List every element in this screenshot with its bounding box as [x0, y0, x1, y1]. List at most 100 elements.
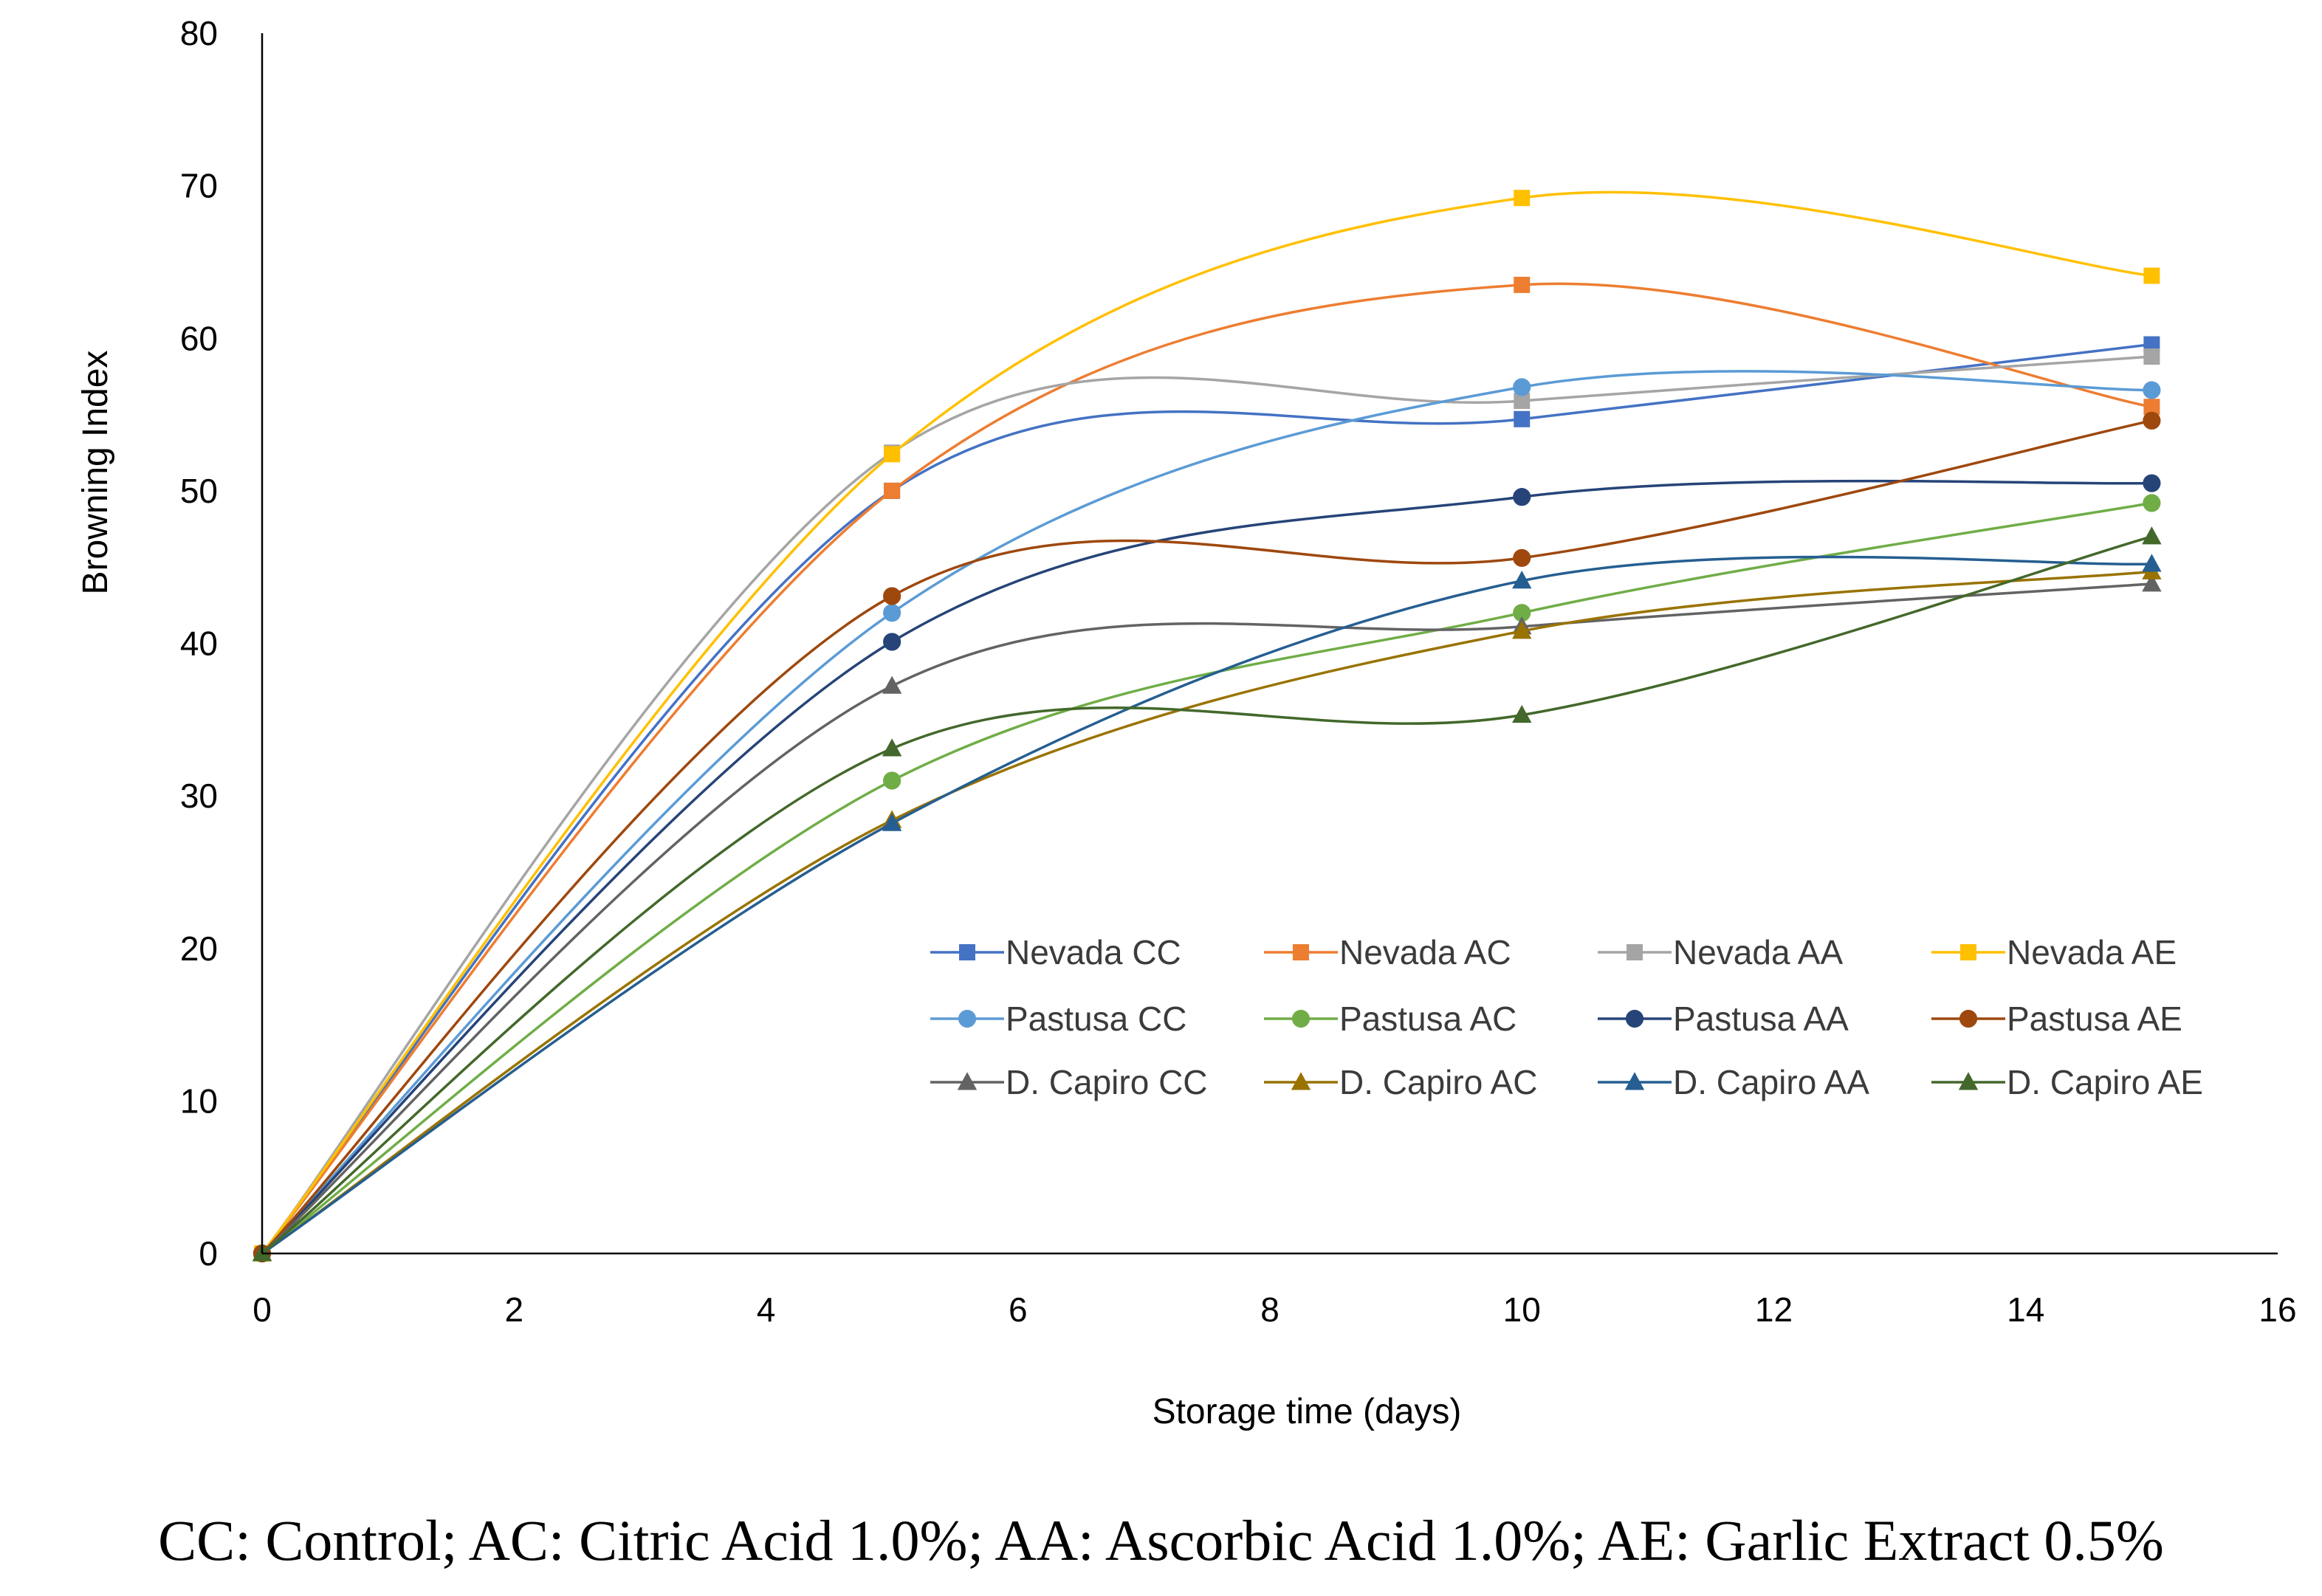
series-nevada-cc [254, 336, 2160, 1262]
series-line-d-capiro-ac [261, 570, 2152, 1255]
data-point [2143, 474, 2161, 492]
data-point [2143, 411, 2161, 430]
y-tick-label: 70 [180, 167, 218, 205]
legend-item-pastusa-ae: Pastusa AE [1931, 1000, 2182, 1038]
series-d-capiro-ac [252, 561, 2162, 1262]
data-point [2143, 494, 2161, 512]
data-point [884, 482, 901, 499]
data-point [1514, 276, 1531, 293]
legend-marker [1291, 1009, 1311, 1028]
x-tick-label: 14 [2007, 1290, 2044, 1329]
legend-item-nevada-cc: Nevada CC [930, 933, 1181, 971]
x-tick-label: 8 [1260, 1290, 1279, 1329]
data-point [2143, 348, 2160, 365]
legend-label: D. Capiro AA [1673, 1063, 1869, 1101]
legend-marker [1959, 1009, 1978, 1028]
legend-marker [959, 944, 975, 960]
data-point [1514, 190, 1531, 207]
y-tick-label: 30 [180, 777, 218, 815]
series-d-capiro-aa [252, 554, 2162, 1262]
axes-layer [261, 33, 2278, 1255]
data-point [2142, 526, 2162, 545]
ticks-layer: 0 2 4 6 8 10 12 14 16 0 10 20 30 40 50 60 70 80 [180, 14, 2297, 1329]
x-tick-label: 10 [1503, 1290, 1541, 1329]
data-point [2142, 554, 2162, 572]
series-line-d-capiro-cc [261, 582, 2152, 1255]
data-point [883, 587, 901, 605]
data-point [883, 771, 901, 790]
legend-item-d-capiro-ae: D. Capiro AE [1931, 1063, 2203, 1101]
data-point [1513, 378, 1531, 396]
data-point [882, 813, 902, 831]
data-point [1513, 604, 1531, 622]
legend-marker [1291, 1072, 1311, 1090]
series-d-capiro-ae [252, 526, 2162, 1262]
data-point [883, 604, 901, 622]
y-tick-label: 10 [180, 1081, 218, 1120]
legend-label: Nevada CC [1006, 933, 1181, 971]
y-tick-label: 80 [180, 14, 218, 52]
data-point [882, 675, 902, 694]
data-point [2143, 381, 2161, 399]
data-point [2143, 399, 2160, 416]
y-tick-label: 20 [180, 929, 218, 968]
figure-caption: CC: Control; AC: Citric Acid 1.0%; AA: A… [158, 1508, 2164, 1572]
legend-item-pastusa-ac: Pastusa AC [1264, 1000, 1516, 1038]
legend-label: Pastusa CC [1006, 1000, 1186, 1038]
data-point [1514, 410, 1531, 427]
data-point [1512, 704, 1532, 723]
y-tick-label: 60 [180, 319, 218, 357]
data-point [1513, 548, 1531, 567]
series-line-d-capiro-aa [261, 555, 2152, 1255]
data-point [1512, 621, 1532, 639]
series-pastusa-ae [253, 411, 2161, 1263]
series-line-pastusa-cc [261, 370, 2152, 1255]
series-nevada-aa [254, 348, 2160, 1262]
data-point [1513, 488, 1531, 506]
series-line-nevada-cc [261, 343, 2152, 1255]
series-line-nevada-aa [261, 355, 2152, 1255]
series-line-nevada-ac [261, 282, 2152, 1255]
legend-marker [958, 1009, 977, 1028]
y-axis-title: Browning Index [76, 351, 115, 595]
series-line-pastusa-ac [261, 501, 2152, 1255]
legend-item-pastusa-aa: Pastusa AA [1598, 1000, 1849, 1038]
legend-label: D. Capiro AE [2007, 1063, 2203, 1101]
legend-marker [1960, 944, 1976, 960]
legend-label: D. Capiro AC [1339, 1063, 1537, 1101]
data-point [2143, 267, 2160, 284]
data-point [2142, 574, 2162, 592]
legend-marker [957, 1072, 978, 1090]
data-point [884, 446, 901, 463]
legend-item-d-capiro-cc: D. Capiro CC [930, 1063, 1208, 1101]
series-layer [252, 190, 2162, 1263]
legend-label: Pastusa AE [2007, 1000, 2182, 1038]
legend-marker [1624, 1072, 1645, 1090]
legend: Nevada CC Nevada AC Nevada AA Nevada AE Past… [930, 933, 2203, 1101]
y-tick-label: 40 [180, 625, 218, 663]
legend-item-pastusa-cc: Pastusa CC [930, 1000, 1186, 1038]
legend-marker [1293, 944, 1309, 960]
legend-label: D. Capiro CC [1006, 1063, 1208, 1101]
legend-marker [1625, 1009, 1644, 1028]
legend-marker [1958, 1072, 1979, 1090]
legend-item-d-capiro-ac: D. Capiro AC [1264, 1063, 1537, 1101]
legend-label: Pastusa AA [1673, 1000, 1849, 1038]
legend-label: Pastusa AC [1339, 1000, 1516, 1038]
x-tick-label: 12 [1755, 1290, 1793, 1329]
legend-label: Nevada AA [1673, 933, 1843, 971]
data-point [2143, 336, 2160, 353]
legend-label: Nevada AE [2007, 933, 2177, 971]
series-pastusa-cc [253, 370, 2161, 1263]
legend-item-nevada-ac: Nevada AC [1264, 933, 1511, 971]
data-point [1514, 392, 1531, 409]
x-tick-label: 4 [757, 1290, 776, 1329]
x-tick-label: 6 [1009, 1290, 1028, 1329]
x-tick-label: 0 [253, 1290, 272, 1329]
data-point [882, 738, 902, 757]
series-line-pastusa-ae [261, 419, 2152, 1255]
legend-item-d-capiro-aa: D. Capiro AA [1598, 1063, 1869, 1101]
legend-marker [1627, 944, 1643, 960]
data-point [1512, 571, 1532, 589]
legend-item-nevada-aa: Nevada AA [1598, 933, 1843, 971]
